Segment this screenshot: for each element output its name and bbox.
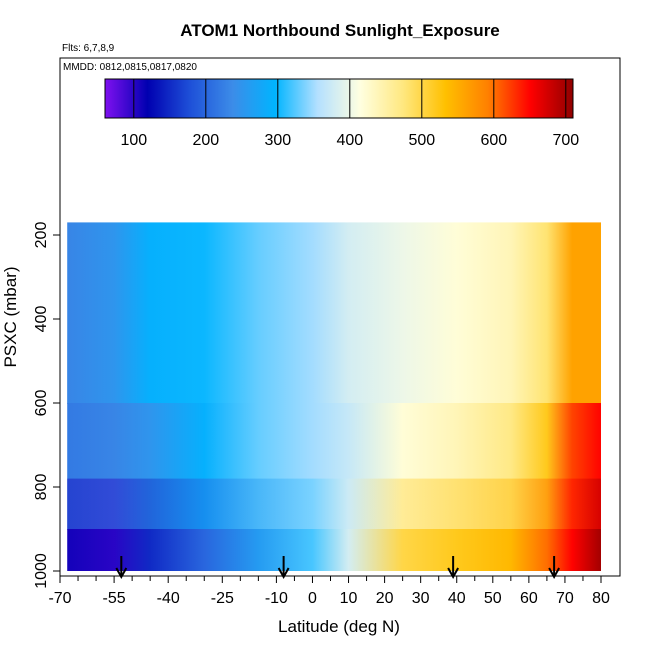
y-axis: 200 400 600 800 1000 (33, 222, 60, 589)
x-tick-label: 20 (376, 590, 394, 607)
y-axis-label: PSXC (mbar) (1, 266, 20, 367)
x-tick-label: -70 (48, 590, 71, 607)
x-tick-label: -55 (103, 590, 126, 607)
flight-arrow (548, 556, 560, 580)
x-tick-label: -10 (265, 590, 288, 607)
colorbar-tick-label: 500 (408, 132, 435, 149)
x-tick-label: 80 (592, 590, 610, 607)
chart-title: ATOM1 Northbound Sunlight_Exposure (180, 21, 500, 40)
x-tick-label: 50 (484, 590, 502, 607)
x-tick-label: 10 (340, 590, 358, 607)
flights-note: Flts: 6,7,8,9 (62, 43, 115, 54)
colorbar-tick-label: 300 (264, 132, 291, 149)
colorbar-tick-label: 700 (552, 132, 579, 149)
flight-arrow (447, 556, 460, 580)
colorbar-tick-label: 200 (192, 132, 219, 149)
colorbar-tick-label: 600 (480, 132, 507, 149)
x-tick-label: 60 (520, 590, 538, 607)
x-tick-label: -40 (157, 590, 180, 607)
x-axis: -70 -55 -40 -25 -10 0 10 20 30 40 50 60 70 80 (48, 576, 610, 607)
x-tick-label: 0 (308, 590, 317, 607)
heatmap (67, 222, 602, 571)
heatmap-blend-lower (67, 478, 602, 529)
y-tick-label: 400 (33, 306, 50, 333)
flight-arrow (115, 556, 128, 580)
flight-arrow (277, 556, 290, 580)
y-tick-label: 200 (33, 222, 50, 249)
colorbar-tick-label: 400 (336, 132, 363, 149)
y-tick-label: 800 (33, 474, 50, 501)
y-tick-label: 1000 (33, 553, 50, 589)
x-tick-label: 70 (556, 590, 574, 607)
dates-note: MMDD: 0812,0815,0817,0820 (63, 62, 197, 73)
x-axis-label: Latitude (deg N) (278, 617, 400, 636)
colorbar-bar (104, 78, 574, 119)
x-tick-label: -25 (211, 590, 234, 607)
y-tick-label: 600 (33, 390, 50, 417)
plot-frame (59, 57, 621, 577)
x-tick-label: 40 (448, 590, 466, 607)
flight-arrows (115, 556, 560, 580)
colorbar-tick-label: 100 (120, 132, 147, 149)
heatmap-surface-layer (67, 529, 602, 571)
x-tick-label: 30 (412, 590, 430, 607)
colorbar: 100 200 300 400 500 600 700 (104, 78, 579, 149)
heatmap-blend (67, 340, 602, 403)
